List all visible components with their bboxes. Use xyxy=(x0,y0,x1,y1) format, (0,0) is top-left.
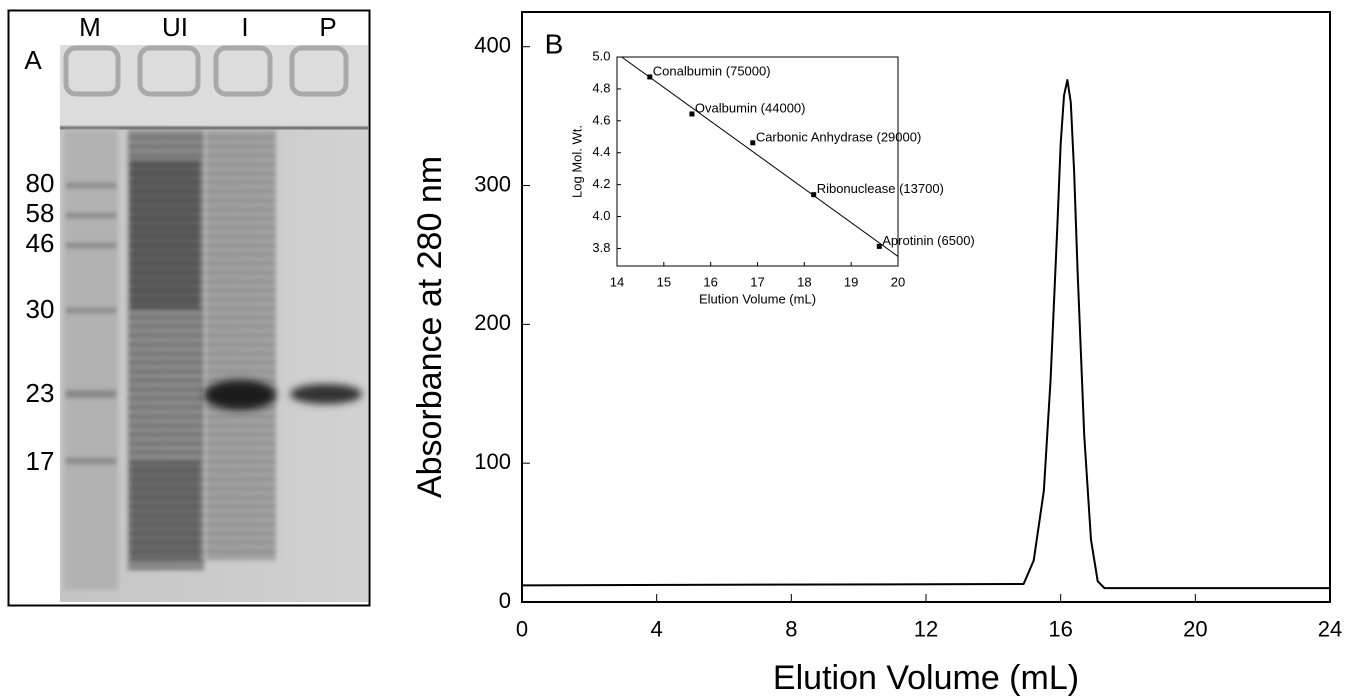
y-tick-label: 4.0 xyxy=(592,208,610,223)
x-axis-label: Elution Volume (mL) xyxy=(699,291,816,306)
x-tick-label: 19 xyxy=(844,274,858,289)
lane-label: P xyxy=(319,12,336,42)
x-tick-label: 16 xyxy=(703,274,717,289)
x-tick-label: 4 xyxy=(651,616,663,641)
plot-frame xyxy=(521,11,1331,603)
data-line xyxy=(521,79,1330,590)
y-tick-label: 0 xyxy=(499,588,511,613)
marker-label: 58 xyxy=(26,198,55,228)
y-tick-label: 300 xyxy=(474,171,511,196)
lane-label: I xyxy=(241,12,248,42)
y-tick-label: 4.6 xyxy=(592,112,610,127)
x-tick-label: 14 xyxy=(610,274,624,289)
point-label: Carbonic Anhydrase (29000) xyxy=(756,129,922,144)
x-axis-label: Elution Volume (mL) xyxy=(773,659,1079,697)
point-label: Ribonuclease (13700) xyxy=(817,181,944,196)
y-tick-label: 100 xyxy=(474,449,511,474)
x-tick-label: 24 xyxy=(1318,616,1342,641)
fit-line xyxy=(621,56,899,257)
x-tick-label: 17 xyxy=(750,274,764,289)
panel-label: A xyxy=(24,45,42,75)
data-point xyxy=(689,111,695,117)
point-label: Aprotinin (6500) xyxy=(882,233,975,248)
lane-label: UI xyxy=(162,12,188,42)
data-point xyxy=(647,74,653,80)
y-tick-label: 400 xyxy=(474,33,511,58)
marker-label: 17 xyxy=(26,446,55,476)
inset-frame xyxy=(616,56,899,267)
data-point xyxy=(750,140,756,146)
y-tick-label: 4.4 xyxy=(592,144,610,159)
lane-label: M xyxy=(79,12,101,42)
gel-panel: A xyxy=(7,9,371,607)
y-axis-label: Log Mol. Wt. xyxy=(569,125,584,198)
panel-label: B xyxy=(545,28,564,59)
marker-label: 80 xyxy=(26,168,55,198)
y-tick-label: 4.8 xyxy=(592,80,610,95)
marker-label: 46 xyxy=(26,228,55,258)
x-tick-label: 0 xyxy=(516,616,528,641)
x-tick-label: 8 xyxy=(785,616,797,641)
point-label: Conalbumin (75000) xyxy=(653,63,771,78)
x-tick-label: 16 xyxy=(1048,616,1072,641)
y-tick-label: 5.0 xyxy=(592,48,610,63)
data-point xyxy=(876,243,882,249)
marker-label: 30 xyxy=(26,294,55,324)
y-tick-label: 4.2 xyxy=(592,176,610,191)
y-axis-label: Absorbance at 280 nm xyxy=(411,156,449,498)
data-point xyxy=(811,192,817,198)
x-tick-label: 12 xyxy=(914,616,938,641)
x-tick-label: 15 xyxy=(657,274,671,289)
x-tick-label: 18 xyxy=(797,274,811,289)
y-tick-label: 3.8 xyxy=(592,240,610,255)
x-tick-label: 20 xyxy=(891,274,905,289)
marker-label: 23 xyxy=(26,378,55,408)
y-tick-label: 200 xyxy=(474,310,511,335)
x-tick-label: 20 xyxy=(1183,616,1207,641)
point-label: Ovalbumin (44000) xyxy=(695,100,806,115)
